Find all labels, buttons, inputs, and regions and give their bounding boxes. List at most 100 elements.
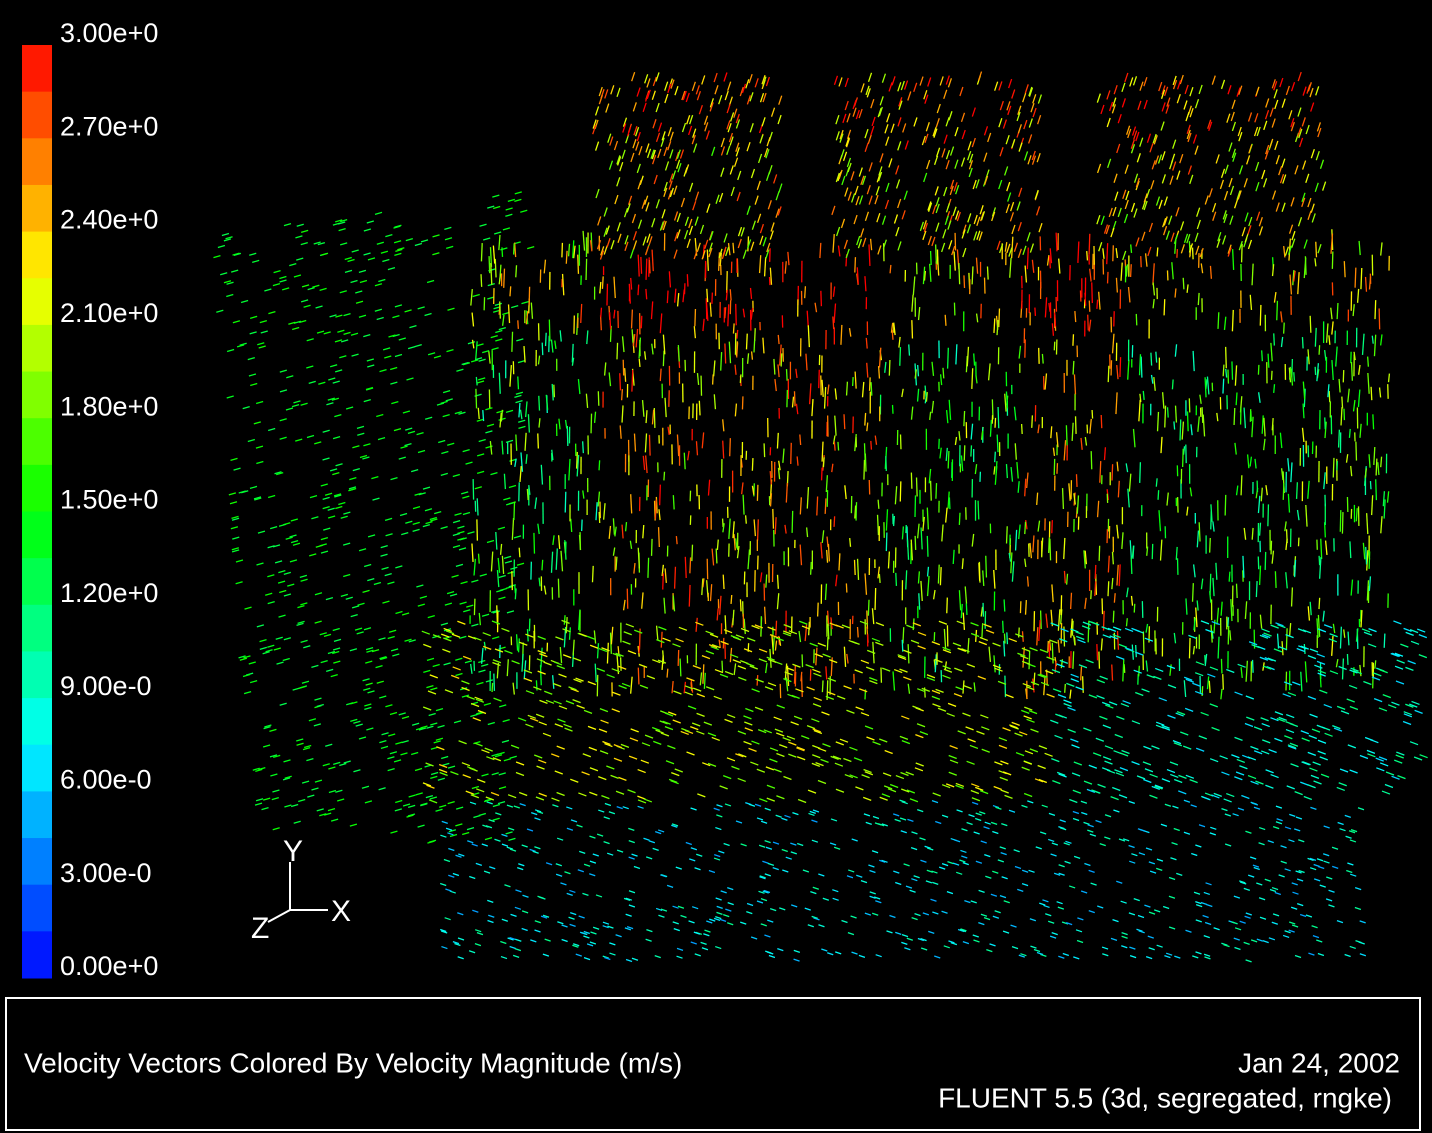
vector (817, 496, 818, 515)
vector (1275, 571, 1276, 588)
z-axis-label: Z (251, 912, 269, 945)
vector (1114, 593, 1115, 602)
vector (1087, 251, 1088, 260)
vector (911, 473, 912, 489)
vector (1116, 278, 1117, 293)
vector (822, 468, 823, 481)
vector (865, 413, 866, 426)
vector (1375, 300, 1376, 319)
vector (1294, 372, 1295, 381)
vector (663, 573, 664, 589)
x-axis-label: X (331, 895, 351, 928)
vector (1089, 301, 1090, 312)
vector (1229, 572, 1230, 582)
vector (1210, 538, 1211, 553)
vector (516, 265, 517, 277)
vector (1350, 541, 1351, 558)
vector (1042, 354, 1043, 364)
vector (1304, 644, 1305, 654)
vector (725, 615, 726, 634)
vector (1193, 248, 1194, 260)
colorbar-band (22, 605, 52, 652)
vector (867, 610, 868, 628)
vector (1329, 391, 1330, 402)
vector (1352, 362, 1353, 381)
colorbar-band (22, 92, 52, 139)
vector (900, 347, 901, 366)
vector (1340, 627, 1341, 649)
vector (477, 498, 478, 515)
vector (620, 373, 621, 390)
vector (690, 557, 691, 573)
vector (864, 460, 865, 480)
vector (1003, 621, 1004, 633)
vector (1172, 380, 1173, 390)
vector (938, 565, 939, 584)
vector (1325, 417, 1326, 429)
vector (659, 527, 660, 547)
vector (1253, 660, 1254, 673)
vector (902, 640, 903, 652)
vector (1108, 366, 1109, 382)
vector (583, 441, 584, 453)
vector (1274, 384, 1275, 393)
vector (748, 236, 749, 251)
vector (527, 489, 528, 500)
colorbar-label: 1.20e+0 (60, 578, 158, 608)
vector (514, 244, 515, 255)
vector (1372, 336, 1373, 344)
vector (1076, 416, 1077, 434)
vector (1236, 393, 1237, 406)
vector (1035, 308, 1036, 316)
colorbar-band (22, 372, 52, 419)
vector (1361, 610, 1362, 627)
vector (1092, 282, 1093, 303)
vector (1355, 268, 1356, 288)
vector (722, 661, 723, 672)
vector (822, 680, 823, 692)
vector (986, 556, 987, 578)
vector (1252, 528, 1253, 540)
vector (655, 500, 656, 519)
vector (823, 457, 824, 467)
vector (699, 401, 700, 416)
vector (1004, 634, 1005, 644)
vector (639, 644, 640, 653)
vector (776, 621, 777, 636)
vector (909, 344, 910, 355)
vector (736, 304, 737, 325)
vector (1389, 374, 1390, 383)
vector (723, 575, 724, 589)
vector (918, 365, 919, 376)
vector (1157, 247, 1158, 256)
vector (746, 334, 747, 350)
vector (771, 493, 772, 506)
vector (707, 289, 708, 302)
vector (519, 548, 520, 558)
vector (1260, 305, 1261, 326)
vector (601, 308, 602, 318)
vector (915, 536, 916, 550)
vector (1133, 546, 1134, 559)
vector (797, 456, 798, 465)
vector (1188, 411, 1189, 431)
vector (994, 318, 995, 333)
vector (1052, 520, 1053, 533)
vector (1124, 664, 1125, 673)
vector (663, 351, 664, 366)
vector (554, 385, 555, 398)
vector (717, 540, 718, 550)
vector (781, 353, 782, 366)
vector (1376, 479, 1377, 500)
vector (725, 307, 726, 318)
vector (805, 286, 806, 298)
vector (1315, 328, 1316, 347)
vector (481, 274, 482, 287)
vector (648, 558, 649, 578)
vector (1232, 361, 1233, 379)
colorbar-band (22, 885, 52, 932)
vector (1366, 277, 1367, 292)
vector (834, 516, 835, 527)
vector (971, 445, 972, 456)
vector (1234, 408, 1235, 425)
